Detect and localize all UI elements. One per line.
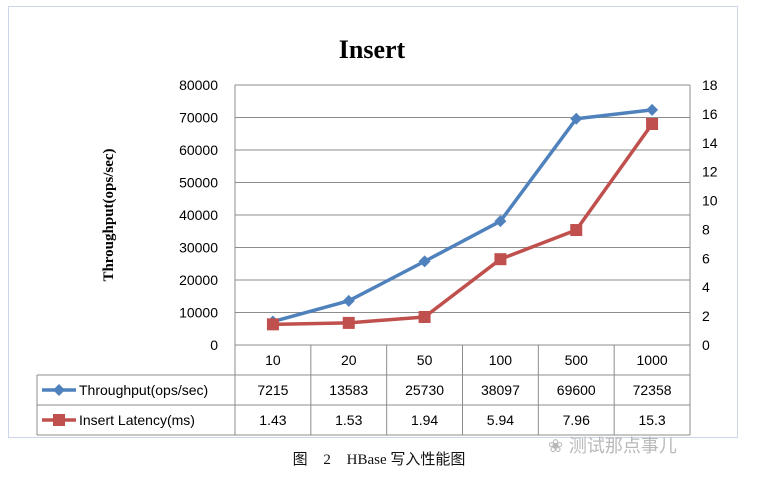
category-label: 100 bbox=[489, 352, 513, 368]
y2-tick-label: 8 bbox=[702, 221, 710, 237]
data-label: 13583 bbox=[329, 382, 368, 398]
category-label: 50 bbox=[417, 352, 433, 368]
y2-tick-label: 6 bbox=[702, 250, 710, 266]
data-point bbox=[494, 215, 507, 228]
y-axis-label: Throughput(ops/sec) bbox=[101, 148, 117, 281]
y-tick-label: 10000 bbox=[179, 305, 218, 321]
watermark: ❀ 测试那点事儿 bbox=[548, 432, 677, 458]
legend-swatch-marker bbox=[53, 384, 65, 396]
legend-swatch-marker bbox=[53, 414, 65, 426]
y-tick-label: 60000 bbox=[179, 142, 218, 158]
chart-title: Insert bbox=[339, 35, 406, 64]
data-point bbox=[418, 310, 431, 323]
y-tick-label: 80000 bbox=[179, 77, 218, 93]
watermark-text: 测试那点事儿 bbox=[568, 436, 677, 457]
series-line bbox=[272, 108, 653, 324]
chart-frame bbox=[8, 6, 738, 438]
y-tick-label: 0 bbox=[210, 337, 218, 353]
data-point bbox=[646, 103, 659, 116]
category-label: 500 bbox=[565, 352, 589, 368]
data-point bbox=[342, 316, 355, 329]
y2-tick-label: 12 bbox=[702, 164, 718, 180]
data-label: 1.53 bbox=[335, 412, 362, 428]
data-label: 1.43 bbox=[259, 412, 286, 428]
wechat-icon: ❀ bbox=[548, 436, 564, 457]
figure-caption: 图 2 HBase 写入性能图 bbox=[0, 448, 758, 469]
data-point bbox=[418, 255, 431, 268]
data-label: 15.3 bbox=[638, 412, 665, 428]
data-label: 72358 bbox=[633, 382, 672, 398]
data-label: 5.94 bbox=[487, 412, 514, 428]
y-tick-label: 20000 bbox=[179, 272, 218, 288]
legend-label: Throughput(ops/sec) bbox=[79, 382, 208, 398]
data-label: 38097 bbox=[481, 382, 520, 398]
data-point bbox=[570, 224, 583, 237]
y-tick-label: 30000 bbox=[179, 240, 218, 256]
data-point bbox=[266, 318, 279, 331]
data-label: 7215 bbox=[257, 382, 288, 398]
caption-number: 2 bbox=[323, 452, 331, 468]
caption-figure: 图 bbox=[292, 452, 308, 468]
y-tick-label: 50000 bbox=[179, 175, 218, 191]
y2-tick-label: 0 bbox=[702, 337, 710, 353]
data-label: 7.96 bbox=[563, 412, 590, 428]
y-tick-label: 70000 bbox=[179, 110, 218, 126]
category-label: 10 bbox=[265, 352, 281, 368]
data-point bbox=[342, 294, 355, 307]
data-point bbox=[494, 253, 507, 266]
data-point bbox=[646, 118, 659, 130]
y2-tick-label: 10 bbox=[702, 193, 718, 209]
category-label: 1000 bbox=[637, 352, 668, 368]
data-label: 69600 bbox=[557, 382, 596, 398]
legend-label: Insert Latency(ms) bbox=[79, 412, 195, 428]
y2-tick-label: 2 bbox=[702, 308, 710, 324]
y2-tick-label: 14 bbox=[702, 135, 718, 151]
data-label: 1.94 bbox=[411, 412, 438, 428]
category-label: 20 bbox=[341, 352, 357, 368]
series-line bbox=[272, 122, 654, 327]
y2-tick-label: 18 bbox=[702, 77, 718, 93]
data-label: 25730 bbox=[405, 382, 444, 398]
y-tick-label: 40000 bbox=[179, 207, 218, 223]
y2-tick-label: 16 bbox=[702, 106, 718, 122]
data-point bbox=[570, 112, 583, 125]
caption-text: HBase 写入性能图 bbox=[346, 452, 466, 468]
y2-tick-label: 4 bbox=[702, 279, 710, 295]
